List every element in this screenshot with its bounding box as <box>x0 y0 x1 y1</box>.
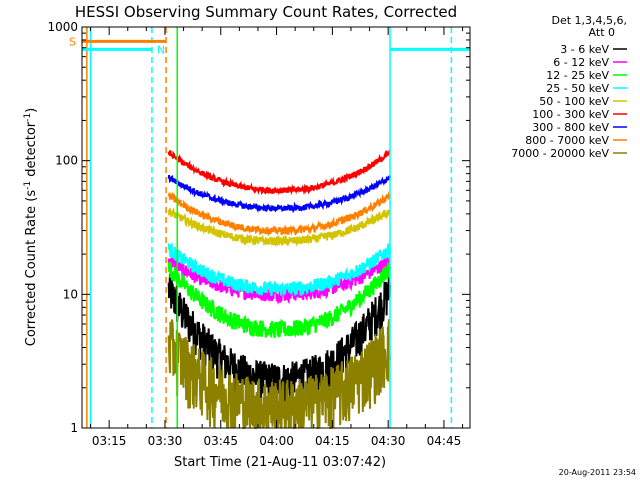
x-tick-label: 04:30 <box>371 434 406 448</box>
flag-label-1: N <box>157 43 165 56</box>
series-line-7 <box>167 190 391 237</box>
legend-label-3: 25 - 50 keV <box>546 82 609 95</box>
legend-header-1: Det 1,3,4,5,6, <box>551 14 627 27</box>
y-tick-label: 100 <box>55 154 78 168</box>
y-tick-label: 1000 <box>47 20 78 34</box>
timestamp: 20-Aug-2011 23:54 <box>559 468 636 477</box>
y-axis-label: Corrected Count Rate (s-1 detector-1) <box>23 108 39 346</box>
chart-title: HESSI Observing Summary Count Rates, Cor… <box>75 3 457 21</box>
legend-label-7: 800 - 7000 keV <box>525 134 609 147</box>
series-line-8 <box>167 319 391 429</box>
y-axis-label-end: ) <box>24 108 39 113</box>
legend-label-1: 6 - 12 keV <box>553 56 609 69</box>
legend-label-4: 50 - 100 keV <box>539 95 609 108</box>
series-line-2 <box>167 261 391 339</box>
legend-label-6: 300 - 800 keV <box>532 121 609 134</box>
plot-frame <box>81 26 471 429</box>
y-axis-label-sup2: -1 <box>23 113 33 122</box>
legend-label-0: 3 - 6 keV <box>560 43 609 56</box>
series-line-1 <box>167 255 391 305</box>
data-layer: SN <box>69 27 470 429</box>
x-tick-label: 04:00 <box>259 434 294 448</box>
series-line-5 <box>167 149 391 196</box>
y-tick-label: 1 <box>70 421 78 435</box>
legend-header-2: Att 0 <box>589 26 615 39</box>
y-axis-label-sup1: -1 <box>23 181 33 190</box>
series-line-3 <box>167 242 391 298</box>
x-axis-label: Start Time (21-Aug-11 03:07:42) <box>174 455 386 470</box>
legend-label-8: 7000 - 20000 keV <box>511 147 609 160</box>
x-tick-label: 03:30 <box>148 434 183 448</box>
legend-label-5: 100 - 300 keV <box>532 108 609 121</box>
legend-label-2: 12 - 25 keV <box>546 69 609 82</box>
y-axis-label-mid: detector <box>24 121 39 181</box>
x-tick-label: 03:15 <box>92 434 127 448</box>
series-line-6 <box>167 174 391 214</box>
y-tick-label: 10 <box>63 287 78 301</box>
x-tick-label: 04:15 <box>315 434 350 448</box>
series-line-0 <box>167 273 391 403</box>
x-tick-label: 04:45 <box>427 434 462 448</box>
x-tick-label: 03:45 <box>203 434 238 448</box>
flag-label-0: S <box>69 35 76 48</box>
y-axis-label-main: Corrected Count Rate (s <box>24 190 39 347</box>
axis-ticks: 03:15 03:30 03:45 04:00 04:15 04:30 04:45 1 10 10… <box>47 20 470 448</box>
series-line-4 <box>167 207 391 248</box>
